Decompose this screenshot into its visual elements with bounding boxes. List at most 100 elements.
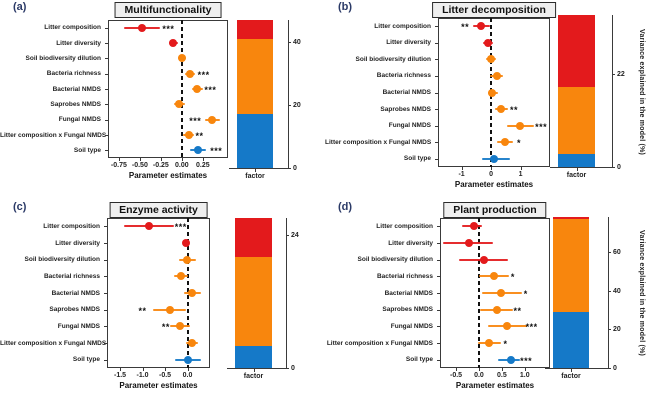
y-tick — [105, 89, 108, 90]
row-label: Litter composition x Fungal NMDS — [325, 138, 432, 146]
estimate-point — [176, 322, 185, 331]
row-label: Bacterial NMDS — [52, 85, 101, 93]
row-label: Soil biodiversity dilution — [355, 55, 431, 63]
y-tick — [105, 119, 108, 121]
bar-baseline — [229, 168, 288, 169]
bar-x-label: factor — [566, 172, 587, 179]
y-tick — [435, 109, 438, 111]
row-label: Bacteria richness — [376, 72, 431, 80]
variance-red-segment — [553, 217, 589, 219]
variance-blue-segment — [558, 154, 595, 167]
y-tick — [435, 158, 438, 160]
variance-axis-tick-label: 20 — [293, 102, 301, 110]
panel-letter: (a) — [13, 1, 27, 13]
bar-baseline — [550, 167, 612, 168]
y-tick — [105, 150, 108, 152]
factor-tick — [255, 169, 256, 172]
factor-tick — [253, 369, 255, 372]
variance-axis-tick-label: 24 — [291, 231, 299, 239]
x-axis-title: Parameter estimates — [455, 381, 535, 390]
x-tick-label: -1.0 — [136, 372, 149, 379]
panel-title: Plant production — [443, 202, 547, 218]
row-label: Litter diversity — [388, 239, 433, 247]
x-tick — [181, 158, 183, 161]
row-label: Fungal NMDS — [390, 322, 433, 330]
row-label: Fungal NMDS — [388, 122, 431, 130]
variance-axis-tick — [608, 368, 611, 369]
estimate-point — [175, 100, 184, 109]
significance-stars: ** — [461, 22, 470, 33]
x-tick — [187, 368, 189, 371]
variance-axis-tick — [288, 42, 291, 44]
estimate-point — [144, 222, 153, 231]
y-tick — [104, 309, 107, 311]
row-label: Saprobes NMDS — [49, 306, 100, 314]
variance-axis-tick-label: 0 — [613, 365, 617, 372]
significance-stars: ** — [513, 305, 522, 316]
estimate-point — [165, 305, 174, 314]
panel-b: (b) Litter decomposition Litter compositio… — [325, 0, 649, 200]
variance-red-segment — [558, 15, 595, 87]
estimate-point — [506, 355, 515, 364]
y-tick — [104, 293, 107, 294]
x-tick — [118, 158, 120, 161]
row-label: Litter composition — [374, 22, 431, 30]
variance-axis — [612, 15, 613, 168]
y-tick — [435, 42, 438, 44]
significance-stars: *** — [210, 146, 223, 157]
x-tick-label: -0.5 — [158, 372, 172, 379]
row-label: Litter diversity — [55, 239, 100, 247]
row-label: Fungal NMDS — [58, 116, 101, 124]
x-tick-label: 0.00 — [175, 162, 189, 169]
x-tick-label: 0 — [489, 171, 493, 178]
row-label: Litter diversity — [386, 39, 431, 47]
estimate-point — [182, 239, 191, 247]
panel-d: (d) Plant production Litter composition Lit… — [325, 200, 649, 401]
y-tick — [105, 27, 108, 29]
y-tick — [437, 243, 440, 244]
x-tick-label: -0.50 — [131, 162, 148, 169]
row-label: Soil biodiversity dilution — [24, 256, 100, 264]
estimate-point — [192, 85, 201, 93]
x-tick-label: -1.5 — [114, 372, 127, 379]
significance-stars: *** — [174, 222, 187, 233]
estimate-point — [489, 154, 498, 163]
x-tick — [456, 368, 458, 371]
variance-axis-tick — [288, 168, 291, 169]
row-label: Bacterial richness — [376, 272, 433, 280]
estimate-point — [208, 115, 217, 124]
estimate-point — [477, 22, 486, 31]
row-label: Soil biodiversity dilution — [357, 256, 433, 264]
significance-stars: ** — [510, 105, 519, 116]
y-tick — [437, 259, 440, 261]
bar-x-label: factor — [561, 373, 581, 380]
estimate-point — [183, 355, 192, 364]
row-label: Soil type — [405, 356, 433, 364]
factor-tick — [576, 168, 578, 171]
y-tick — [435, 92, 438, 94]
panel-c: (c) Enzyme activity Litter composition *** L… — [0, 200, 324, 401]
y-tick — [105, 73, 108, 75]
row-label: Litter composition x Fungal NMDS — [0, 339, 107, 347]
x-tick-label: 1.0 — [519, 372, 530, 379]
y-tick — [437, 293, 440, 294]
significance-stars: * — [503, 339, 508, 349]
row-label: Bacterial NMDS — [382, 89, 431, 96]
variance-axis-tick-label: 20 — [613, 326, 621, 334]
variance-axis-tick — [608, 290, 611, 292]
row-label: Soil biodiversity dilution — [25, 54, 101, 62]
row-label: Bacteria richness — [46, 70, 101, 78]
variance-axis-tick-label: 40 — [293, 39, 301, 47]
estimate-point — [490, 272, 499, 281]
row-label: Litter diversity — [56, 39, 101, 47]
row-label: Bacterial NMDS — [384, 289, 433, 297]
x-axis-title: Parameter estimates — [454, 180, 534, 189]
estimate-point — [485, 339, 494, 347]
y-tick — [435, 26, 438, 28]
x-tick-label: 1 — [518, 171, 523, 178]
variance-blue-segment — [235, 345, 272, 368]
row-label: Fungal NMDS — [57, 322, 100, 330]
panel-title: Litter decomposition — [432, 2, 556, 18]
variance-axis-tick — [286, 234, 289, 236]
